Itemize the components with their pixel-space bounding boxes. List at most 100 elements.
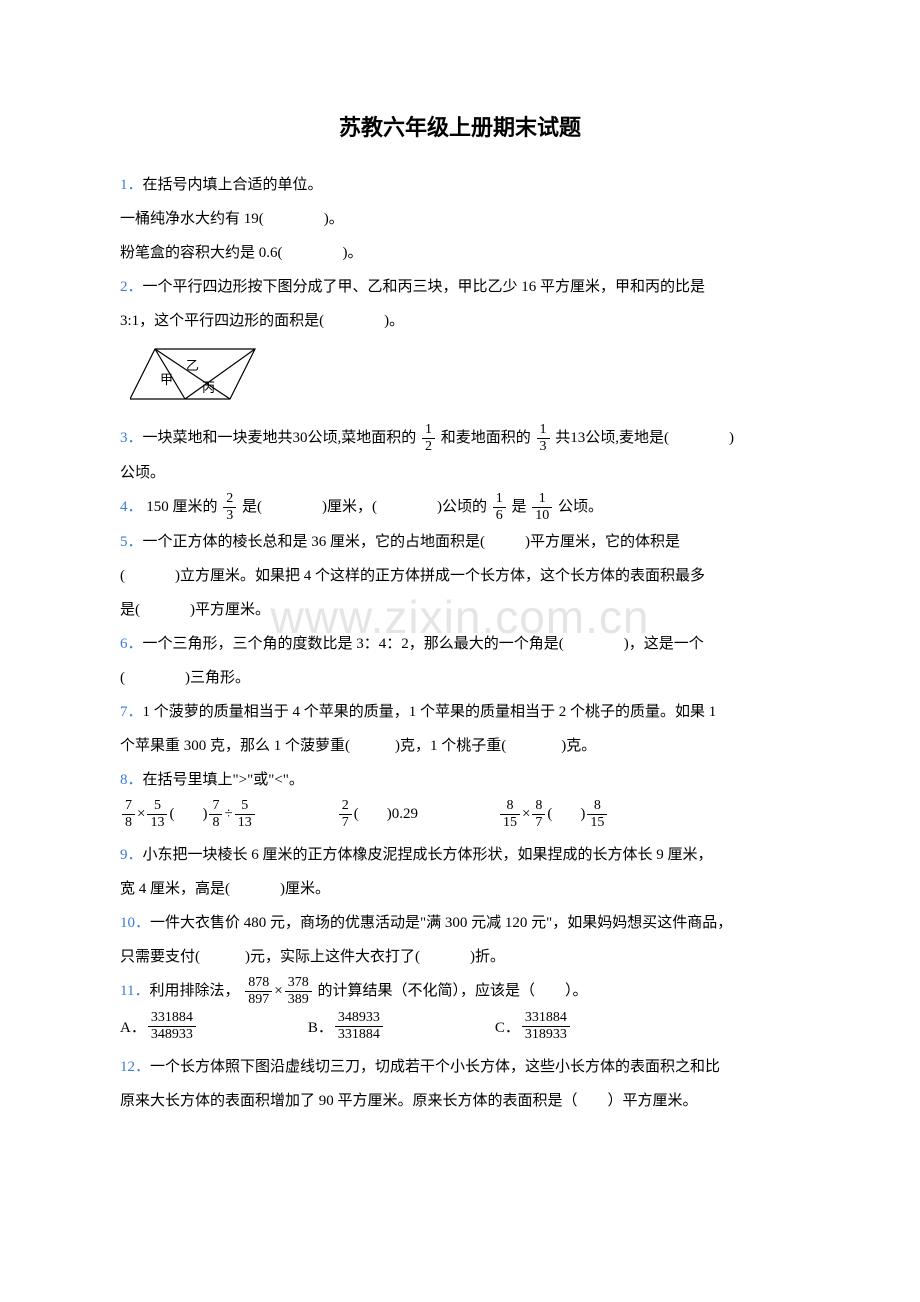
question-8: 8．在括号里填上">"或"<"。	[120, 765, 800, 795]
q2-line2: 3:1，这个平行四边形的面积是( )。	[120, 306, 800, 336]
q5-a: 一个正方体的棱长总和是 36 厘米，它的占地面积是(	[143, 534, 486, 550]
q5-b: )平方厘米，它的体积是	[525, 534, 680, 550]
q8-number: 8．	[120, 772, 143, 788]
q6-a: 一个三角形，三个角的度数比是 3：4：2，那么最大的一个角是(	[143, 636, 564, 652]
question-12: 12．一个长方体照下图沿虚线切三刀，切成若干个小长方体，这些小长方体的表面积之和…	[120, 1052, 800, 1082]
q4-number: 4．	[120, 499, 143, 515]
label-bing: 丙	[202, 380, 215, 395]
question-3: 3．一块菜地和一块麦地共30公顷,菜地面积的 12 和麦地面积的 13 共13公…	[120, 423, 800, 454]
question-6: 6．一个三角形，三个角的度数比是 3：4：2，那么最大的一个角是( )，这是一个	[120, 629, 800, 659]
q4-b: 是(	[242, 499, 262, 515]
q4-e: 是	[512, 499, 527, 515]
q2-text-a: 一个平行四边形按下图分成了甲、乙和丙三块，甲比乙少 16 平方厘米，甲和丙的比是	[143, 279, 706, 295]
question-5: 5．一个正方体的棱长总和是 36 厘米，它的占地面积是( )平方厘米，它的体积是	[120, 527, 800, 557]
question-7: 7．1 个菠萝的质量相当于 4 个苹果的质量，1 个苹果的质量相当于 2 个桃子…	[120, 697, 800, 727]
q5-line3: 是( )平方厘米。	[120, 595, 800, 625]
q12-a: 一个长方体照下图沿虚线切三刀，切成若干个小长方体，这些小长方体的表面积之和比	[150, 1059, 720, 1075]
q8-item2: 27()0.29	[337, 799, 418, 830]
q6-number: 6．	[120, 636, 143, 652]
q10-d: )折。	[470, 949, 505, 965]
question-10: 10．一件大衣售价 480 元，商场的优惠活动是"满 300 元减 120 元"…	[120, 908, 800, 938]
q11-option-b: B．348933331884	[308, 1011, 385, 1042]
q8-item3: 815×87()815	[498, 799, 609, 830]
q3-number: 3．	[120, 430, 143, 446]
label-yi: 乙	[186, 358, 199, 373]
parallelogram-figure: 甲 乙 丙	[130, 344, 800, 409]
q3-b: 和麦地面积的	[441, 430, 531, 446]
q2-text-c: )。	[384, 313, 404, 329]
q6-line2: ( )三角形。	[120, 663, 800, 693]
q1-l3a: 粉笔盒的容积大约是 0.6(	[120, 245, 283, 261]
question-4: 4． 150 厘米的 23 是( )厘米，( )公顷的 16 是 110 公顷。	[120, 492, 800, 523]
q1-line1: 在括号内填上合适的单位。	[143, 177, 323, 193]
question-1: 1．在括号内填上合适的单位。	[120, 170, 800, 200]
q9-line2: 宽 4 厘米，高是( )厘米。	[120, 874, 800, 904]
q7-b: 个苹果重 300 克，那么 1 个菠萝重(	[120, 738, 350, 754]
q7-d: )克。	[561, 738, 596, 754]
q2-text-b: 3:1，这个平行四边形的面积是(	[120, 313, 324, 329]
q9-a: 小东把一块棱长 6 厘米的正方体橡皮泥捏成长方体形状，如果捏成的长方体长 9 厘…	[143, 847, 713, 863]
q5-f: )平方厘米。	[190, 602, 270, 618]
q4-a: 150 厘米的	[143, 499, 218, 515]
q12-number: 12．	[120, 1059, 150, 1075]
q3-frac1: 12	[422, 423, 435, 454]
q12-b: 原来大长方体的表面积增加了 90 平方厘米。原来长方体的表面积是（ ）平方厘米。	[120, 1093, 698, 1109]
q11-mul: ×	[274, 983, 282, 999]
q4-c: )厘米，(	[322, 499, 377, 515]
question-2: 2．一个平行四边形按下图分成了甲、乙和丙三块，甲比乙少 16 平方厘米，甲和丙的…	[120, 272, 800, 302]
q10-a: 一件大衣售价 480 元，商场的优惠活动是"满 300 元减 120 元"，如果…	[150, 915, 732, 931]
q11-a: 利用排除法，	[149, 983, 239, 999]
q6-b: )，这是一个	[624, 636, 704, 652]
q10-number: 10．	[120, 915, 150, 931]
q5-line2: ( )立方厘米。如果把 4 个这样的正方体拼成一个长方体，这个长方体的表面积最多	[120, 561, 800, 591]
q9-b: 宽 4 厘米，高是(	[120, 881, 230, 897]
q11-option-c: C．331884318933	[495, 1011, 572, 1042]
q5-c: (	[120, 568, 125, 584]
q7-line2: 个苹果重 300 克，那么 1 个菠萝重()克，1 个桃子重()克。	[120, 731, 800, 761]
q7-a: 1 个菠萝的质量相当于 4 个苹果的质量，1 个苹果的质量相当于 2 个桃子的质…	[143, 704, 717, 720]
label-jia: 甲	[160, 372, 173, 387]
q11-frac1: 878897	[245, 976, 272, 1007]
q7-number: 7．	[120, 704, 143, 720]
q6-c: (	[120, 670, 125, 686]
q1-l2a: 一桶纯净水大约有 19(	[120, 211, 264, 227]
q2-number: 2．	[120, 279, 143, 295]
q4-frac1: 23	[223, 492, 236, 523]
q3-e: 公顷。	[120, 465, 165, 481]
q1-line2: 一桶纯净水大约有 19( )。	[120, 204, 800, 234]
q11-number: 11．	[120, 983, 149, 999]
q8-item1: 78×513()78÷513	[120, 799, 257, 830]
q4-f: 公顷。	[558, 499, 603, 515]
q5-e: 是(	[120, 602, 140, 618]
q5-number: 5．	[120, 534, 143, 550]
q1-l3b: )。	[343, 245, 363, 261]
q1-line3: 粉笔盒的容积大约是 0.6( )。	[120, 238, 800, 268]
q11-options: A．331884348933 B．348933331884 C．33188431…	[120, 1011, 800, 1042]
q4-frac3: 110	[532, 492, 552, 523]
q6-d: )三角形。	[185, 670, 250, 686]
q1-number: 1．	[120, 177, 143, 193]
q10-c: )元，实际上这件大衣打了(	[245, 949, 420, 965]
q10-line2: 只需要支付( )元，实际上这件大衣打了( )折。	[120, 942, 800, 972]
q11-frac2: 378389	[285, 976, 312, 1007]
q8-compare-row: 78×513()78÷513 27()0.29 815×87()815	[120, 799, 800, 830]
question-9: 9．小东把一块棱长 6 厘米的正方体橡皮泥捏成长方体形状，如果捏成的长方体长 9…	[120, 840, 800, 870]
q3-frac2: 13	[537, 423, 550, 454]
q12-line2: 原来大长方体的表面积增加了 90 平方厘米。原来长方体的表面积是（ ）平方厘米。	[120, 1086, 800, 1116]
q10-b: 只需要支付(	[120, 949, 200, 965]
q11-option-a: A．331884348933	[120, 1011, 198, 1042]
q8-a: 在括号里填上">"或"<"。	[143, 772, 304, 788]
question-11: 11．利用排除法， 878897×378389 的计算结果（不化简），应该是（ …	[120, 976, 800, 1007]
q9-number: 9．	[120, 847, 143, 863]
q9-c: )厘米。	[280, 881, 330, 897]
q3-line2: 公顷。	[120, 458, 800, 488]
q3-a: 一块菜地和一块麦地共30公顷,菜地面积的	[143, 430, 417, 446]
q4-d: )公顷的	[437, 499, 487, 515]
q3-c: 共13公顷,麦地是(	[555, 430, 669, 446]
q5-d: )立方厘米。如果把 4 个这样的正方体拼成一个长方体，这个长方体的表面积最多	[175, 568, 705, 584]
page-title: 苏教六年级上册期末试题	[120, 110, 800, 142]
q3-d: )	[729, 430, 734, 446]
q4-frac2: 16	[493, 492, 506, 523]
q11-b: 的计算结果（不化简），应该是（ ）。	[317, 983, 587, 999]
q1-l2b: )。	[324, 211, 344, 227]
